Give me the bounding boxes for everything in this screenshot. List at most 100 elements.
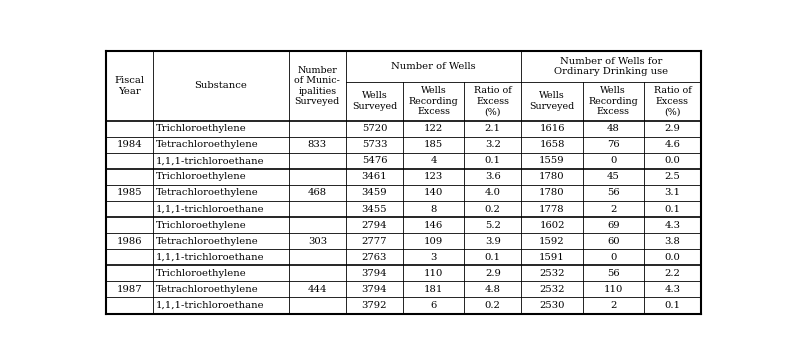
Text: 5.2: 5.2	[485, 221, 501, 230]
Text: 76: 76	[607, 140, 619, 149]
Text: 146: 146	[424, 221, 443, 230]
Text: 1658: 1658	[539, 140, 565, 149]
Text: 0.1: 0.1	[485, 156, 501, 165]
Text: 2763: 2763	[362, 253, 387, 262]
Text: 444: 444	[308, 285, 327, 294]
Text: 4: 4	[430, 156, 437, 165]
Text: 1986: 1986	[116, 237, 142, 246]
Text: 1,1,1-trichloroethane: 1,1,1-trichloroethane	[156, 205, 264, 214]
Text: 2.9: 2.9	[664, 124, 681, 133]
Text: 185: 185	[424, 140, 443, 149]
Text: 1592: 1592	[539, 237, 565, 246]
Text: Trichloroethylene: Trichloroethylene	[156, 173, 246, 181]
Text: 4.3: 4.3	[664, 221, 681, 230]
Text: Wells
Recording
Excess: Wells Recording Excess	[408, 86, 459, 116]
Text: 56: 56	[607, 269, 619, 278]
Text: 0.2: 0.2	[485, 301, 501, 310]
Text: Trichloroethylene: Trichloroethylene	[156, 221, 246, 230]
Text: 4.6: 4.6	[664, 140, 681, 149]
Text: 0.0: 0.0	[664, 253, 681, 262]
Text: 1591: 1591	[539, 253, 565, 262]
Text: 2777: 2777	[362, 237, 387, 246]
Text: 4.8: 4.8	[485, 285, 501, 294]
Text: 3794: 3794	[362, 285, 387, 294]
Text: 1616: 1616	[539, 124, 565, 133]
Text: 3792: 3792	[362, 301, 387, 310]
Text: 3.2: 3.2	[485, 140, 501, 149]
Text: Wells
Surveyed: Wells Surveyed	[352, 91, 397, 111]
Text: 3455: 3455	[362, 205, 387, 214]
Text: 2532: 2532	[539, 285, 565, 294]
Text: Ratio of
Excess
(%): Ratio of Excess (%)	[474, 86, 512, 116]
Text: Substance: Substance	[194, 81, 247, 90]
Text: 110: 110	[424, 269, 443, 278]
Text: Tetrachloroethylene: Tetrachloroethylene	[156, 140, 258, 149]
Text: 5476: 5476	[362, 156, 387, 165]
Text: 3.6: 3.6	[485, 173, 501, 181]
Text: 8: 8	[430, 205, 437, 214]
Text: 0: 0	[610, 253, 616, 262]
Text: 1780: 1780	[539, 188, 565, 197]
Text: 0.1: 0.1	[664, 205, 681, 214]
Text: 3.9: 3.9	[485, 237, 501, 246]
Text: 1602: 1602	[539, 221, 565, 230]
Text: 1984: 1984	[116, 140, 142, 149]
Text: 3459: 3459	[362, 188, 387, 197]
Text: 3.8: 3.8	[664, 237, 681, 246]
Text: 2794: 2794	[362, 221, 387, 230]
Text: 45: 45	[607, 173, 619, 181]
Text: 5733: 5733	[362, 140, 387, 149]
Text: 69: 69	[607, 221, 619, 230]
Text: 1778: 1778	[539, 205, 565, 214]
Text: 60: 60	[607, 237, 619, 246]
Text: 833: 833	[308, 140, 327, 149]
Text: 2: 2	[610, 205, 616, 214]
Text: 1985: 1985	[116, 188, 142, 197]
Text: 3: 3	[430, 253, 437, 262]
Text: Trichloroethylene: Trichloroethylene	[156, 269, 246, 278]
Text: 6: 6	[430, 301, 437, 310]
Text: 181: 181	[424, 285, 443, 294]
Text: Number of Wells: Number of Wells	[391, 62, 476, 71]
Text: 3794: 3794	[362, 269, 387, 278]
Text: 468: 468	[308, 188, 327, 197]
Text: Number of Wells for
Ordinary Drinking use: Number of Wells for Ordinary Drinking us…	[554, 57, 668, 76]
Text: 2: 2	[610, 301, 616, 310]
Text: 4.0: 4.0	[485, 188, 501, 197]
Text: 1559: 1559	[539, 156, 565, 165]
Text: 48: 48	[607, 124, 619, 133]
Text: Tetrachloroethylene: Tetrachloroethylene	[156, 237, 258, 246]
Text: Wells
Recording
Excess: Wells Recording Excess	[589, 86, 638, 116]
Text: Ratio of
Excess
(%): Ratio of Excess (%)	[653, 86, 691, 116]
Text: 1,1,1-trichloroethane: 1,1,1-trichloroethane	[156, 301, 264, 310]
Text: 0.2: 0.2	[485, 205, 501, 214]
Text: 3461: 3461	[362, 173, 387, 181]
Text: 2530: 2530	[539, 301, 565, 310]
Text: 1,1,1-trichloroethane: 1,1,1-trichloroethane	[156, 253, 264, 262]
Text: 0.1: 0.1	[664, 301, 681, 310]
Text: 0.0: 0.0	[664, 156, 681, 165]
Text: 140: 140	[424, 188, 443, 197]
Text: Fiscal
Year: Fiscal Year	[114, 76, 144, 96]
Text: 2.9: 2.9	[485, 269, 501, 278]
Text: Tetrachloroethylene: Tetrachloroethylene	[156, 188, 258, 197]
Text: 2.1: 2.1	[485, 124, 501, 133]
Text: 123: 123	[424, 173, 443, 181]
Text: 2532: 2532	[539, 269, 565, 278]
Text: 1987: 1987	[116, 285, 142, 294]
Text: 110: 110	[604, 285, 623, 294]
Text: 2.2: 2.2	[664, 269, 681, 278]
Text: 303: 303	[308, 237, 327, 246]
Text: Number
of Munic-
ipalities
Surveyed: Number of Munic- ipalities Surveyed	[294, 66, 340, 106]
Text: 0: 0	[610, 156, 616, 165]
Text: 4.3: 4.3	[664, 285, 681, 294]
Text: 2.5: 2.5	[664, 173, 681, 181]
Text: 1780: 1780	[539, 173, 565, 181]
Text: 56: 56	[607, 188, 619, 197]
Text: 109: 109	[424, 237, 443, 246]
Text: Tetrachloroethylene: Tetrachloroethylene	[156, 285, 258, 294]
Text: 122: 122	[424, 124, 443, 133]
Text: 1,1,1-trichloroethane: 1,1,1-trichloroethane	[156, 156, 264, 165]
Text: 3.1: 3.1	[664, 188, 681, 197]
Text: Wells
Surveyed: Wells Surveyed	[530, 91, 575, 111]
